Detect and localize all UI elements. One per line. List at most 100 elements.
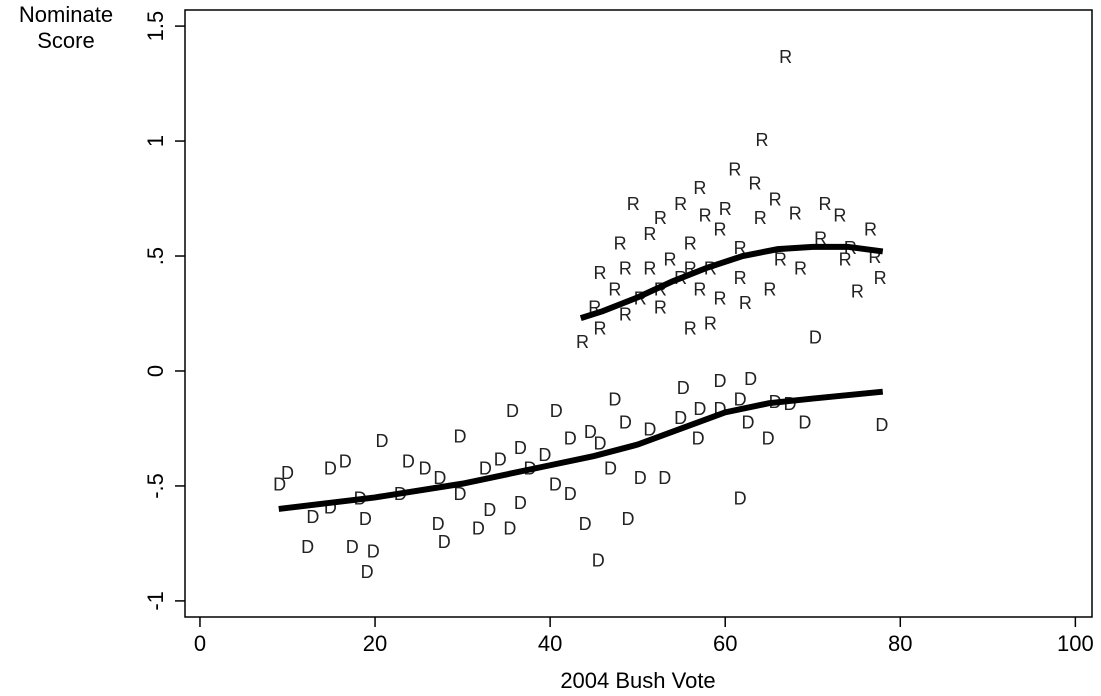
point: D xyxy=(604,459,617,479)
point: D xyxy=(564,429,577,449)
point: D xyxy=(584,422,597,442)
point: R xyxy=(779,47,792,67)
y-tick-label: -1 xyxy=(143,591,168,611)
x-tick-label: 20 xyxy=(363,631,387,656)
y-tick-label: 1.5 xyxy=(143,11,168,42)
point: D xyxy=(658,468,671,488)
point: R xyxy=(643,259,656,279)
point: D xyxy=(361,562,374,582)
point: D xyxy=(622,509,635,529)
point: R xyxy=(684,318,697,338)
point: D xyxy=(592,551,605,571)
point: D xyxy=(579,514,592,534)
point: R xyxy=(814,229,827,249)
point: D xyxy=(376,431,389,451)
y-axis-title: Nominate xyxy=(19,2,113,27)
point: R xyxy=(674,194,687,214)
y-tick-label: 1 xyxy=(143,135,168,147)
point: R xyxy=(654,298,667,318)
point: D xyxy=(741,413,754,433)
point: R xyxy=(619,305,632,325)
x-axis-title: 2004 Bush Vote xyxy=(560,668,715,693)
point: D xyxy=(346,537,359,557)
point: R xyxy=(719,199,732,219)
point: R xyxy=(664,249,677,269)
x-tick-label: 80 xyxy=(888,631,912,656)
point: D xyxy=(432,514,445,534)
point: D xyxy=(301,537,314,557)
point: D xyxy=(367,541,380,561)
point: R xyxy=(693,279,706,299)
point: R xyxy=(654,208,667,228)
y-tick-label: 0 xyxy=(143,365,168,377)
point: D xyxy=(273,475,286,495)
y-axis-title: Score xyxy=(37,28,94,53)
point: R xyxy=(684,233,697,253)
point: D xyxy=(483,500,496,520)
point: R xyxy=(763,279,776,299)
point: D xyxy=(550,401,563,421)
point: R xyxy=(833,206,846,226)
point: R xyxy=(794,259,807,279)
point: D xyxy=(453,426,466,446)
point: R xyxy=(789,203,802,223)
point: R xyxy=(594,263,607,283)
point: D xyxy=(608,390,621,410)
point: R xyxy=(851,282,864,302)
point: R xyxy=(874,268,887,288)
point: D xyxy=(594,433,607,453)
point: D xyxy=(692,429,705,449)
point: R xyxy=(769,190,782,210)
x-tick-label: 0 xyxy=(194,631,206,656)
plot-frame xyxy=(184,9,1093,618)
point: R xyxy=(748,173,761,193)
y-tick-label: .5 xyxy=(143,247,168,265)
point: R xyxy=(594,318,607,338)
point: D xyxy=(798,413,811,433)
point: R xyxy=(739,293,752,313)
point: D xyxy=(538,445,551,465)
point: D xyxy=(494,449,507,469)
point: R xyxy=(734,268,747,288)
point: D xyxy=(762,429,775,449)
point: R xyxy=(608,279,621,299)
y-tick-label: -.5 xyxy=(143,473,168,499)
point: D xyxy=(479,459,492,479)
point: R xyxy=(614,233,627,253)
point: D xyxy=(453,484,466,504)
point: R xyxy=(713,219,726,239)
fit-line xyxy=(278,388,884,512)
point: D xyxy=(438,532,451,552)
point: D xyxy=(506,401,519,421)
point: D xyxy=(324,459,337,479)
point: D xyxy=(809,328,822,348)
point: D xyxy=(713,371,726,391)
point: R xyxy=(699,206,712,226)
point: D xyxy=(734,488,747,508)
point: R xyxy=(754,208,767,228)
point: D xyxy=(549,475,562,495)
point: D xyxy=(564,484,577,504)
point: D xyxy=(734,390,747,410)
point: D xyxy=(634,468,647,488)
point: R xyxy=(819,194,832,214)
point: D xyxy=(643,420,656,440)
point: D xyxy=(503,518,516,538)
point: R xyxy=(713,288,726,308)
point: D xyxy=(418,459,431,479)
point: D xyxy=(281,463,294,483)
point: R xyxy=(576,332,589,352)
point: R xyxy=(864,219,877,239)
point: R xyxy=(755,130,768,150)
point: D xyxy=(472,518,485,538)
point: D xyxy=(619,413,632,433)
point: D xyxy=(402,452,415,472)
point: D xyxy=(674,408,687,428)
point: R xyxy=(619,259,632,279)
point: R xyxy=(693,178,706,198)
point: R xyxy=(774,249,787,269)
point: R xyxy=(704,314,717,334)
point: D xyxy=(693,399,706,419)
x-tick-label: 40 xyxy=(538,631,562,656)
